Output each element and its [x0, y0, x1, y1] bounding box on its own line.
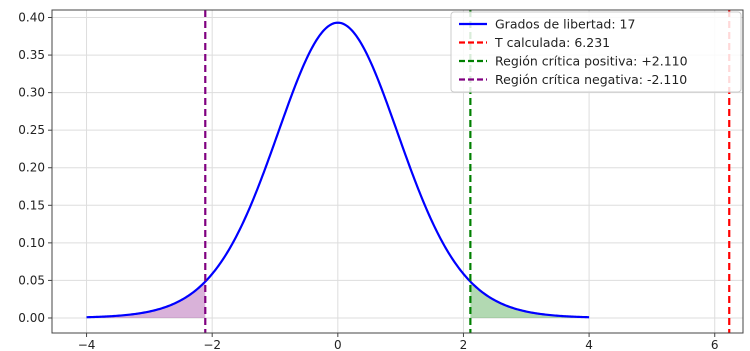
x-tick-label: 0 — [334, 338, 342, 351]
x-tick-label: 6 — [711, 338, 719, 351]
legend-label: Región crítica positiva: +2.110 — [495, 54, 688, 69]
y-tick-label: 0.00 — [18, 311, 45, 325]
y-axis-ticks: 0.00 0.05 0.10 0.15 0.20 0.25 0.30 0.35 0.40 — [18, 11, 52, 325]
reference-lines — [204, 10, 731, 333]
x-tick-label: −4 — [78, 338, 96, 351]
legend-label: Grados de libertad: 17 — [495, 17, 635, 32]
critical-region-fill — [470, 281, 590, 318]
critical-regions — [86, 281, 590, 318]
critical-region-fill — [86, 281, 206, 318]
y-tick-label: 0.35 — [18, 48, 45, 62]
legend-label: Región crítica negativa: -2.110 — [495, 72, 687, 87]
legend-label: T calculada: 6.231 — [494, 35, 610, 50]
y-tick-label: 0.05 — [18, 273, 45, 287]
plot-frame — [51, 9, 744, 334]
curves — [86, 21, 590, 319]
legend: Grados de libertad: 17 T calculada: 6.231… — [450, 11, 742, 93]
y-tick-label: 0.40 — [18, 11, 45, 25]
x-tick-label: 4 — [585, 338, 593, 351]
y-tick-label: 0.25 — [18, 123, 45, 137]
x-tick-label: 2 — [460, 338, 468, 351]
t-density-curve — [86, 21, 590, 319]
y-tick-label: 0.10 — [18, 236, 45, 250]
y-tick-label: 0.30 — [18, 86, 45, 100]
x-tick-label: −2 — [203, 338, 221, 351]
x-axis-ticks: −4 −2 0 2 4 6 — [78, 333, 719, 351]
y-tick-label: 0.15 — [18, 198, 45, 212]
legend-box — [450, 11, 742, 93]
y-tick-label: 0.20 — [18, 161, 45, 175]
